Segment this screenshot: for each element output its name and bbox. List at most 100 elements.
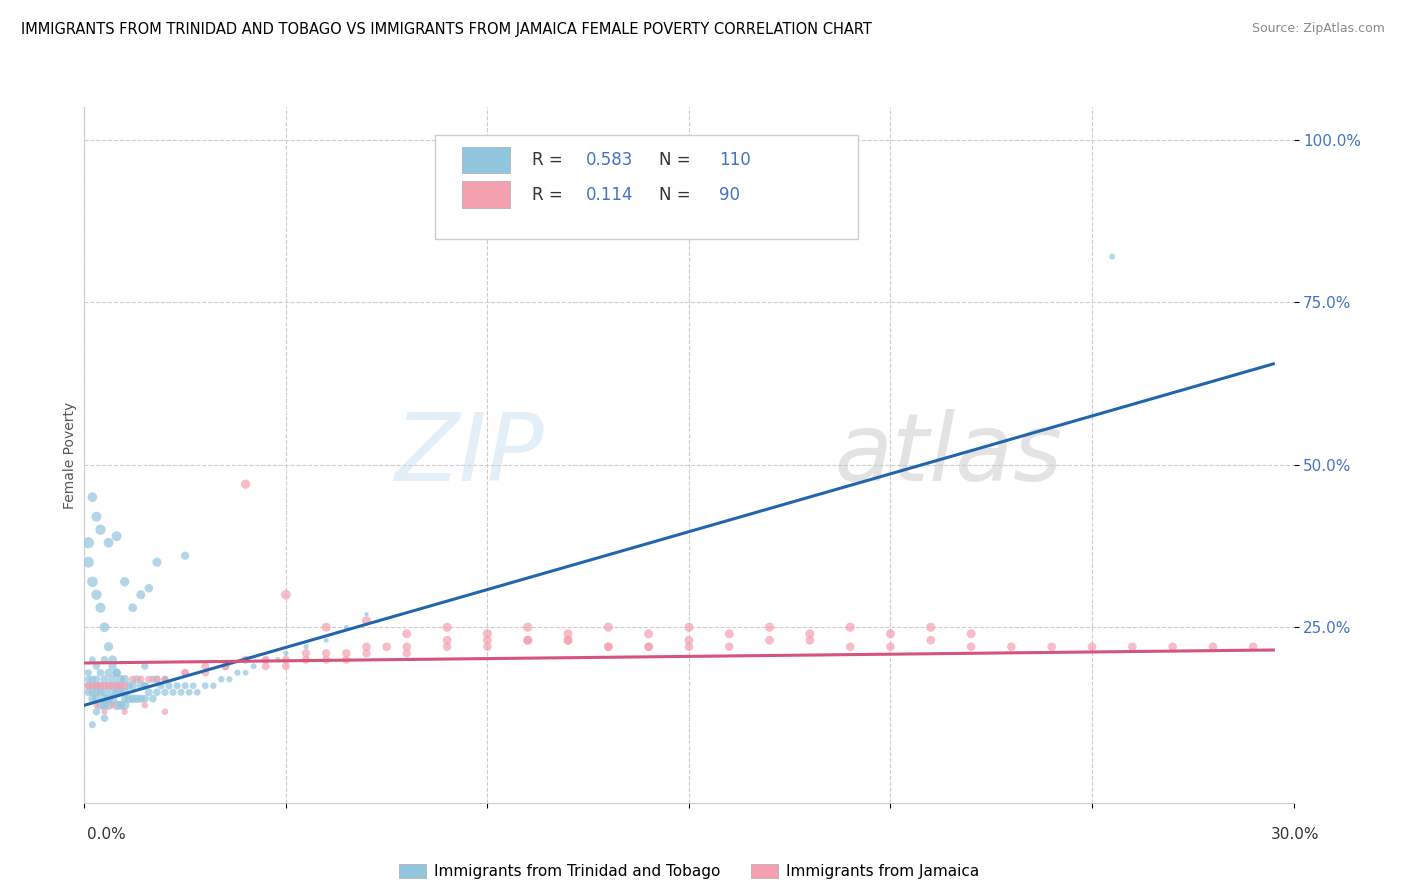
Point bbox=[1241, 640, 1264, 654]
Point bbox=[1121, 640, 1143, 654]
Point bbox=[274, 646, 297, 660]
Point bbox=[174, 679, 197, 693]
Point bbox=[218, 672, 240, 686]
Point bbox=[315, 633, 337, 648]
Point bbox=[436, 633, 458, 648]
Point bbox=[93, 698, 115, 713]
Text: 30.0%: 30.0% bbox=[1271, 827, 1319, 841]
Point bbox=[598, 640, 620, 654]
Point bbox=[77, 679, 100, 693]
Point bbox=[93, 679, 115, 693]
Point bbox=[105, 698, 128, 713]
Point bbox=[718, 626, 741, 640]
Point bbox=[77, 679, 100, 693]
Point bbox=[153, 672, 176, 686]
Point bbox=[86, 705, 108, 719]
Point bbox=[146, 672, 169, 686]
Point bbox=[93, 691, 115, 706]
Point bbox=[101, 659, 124, 673]
FancyBboxPatch shape bbox=[461, 181, 510, 208]
Point bbox=[758, 620, 780, 634]
FancyBboxPatch shape bbox=[461, 146, 510, 173]
Point bbox=[516, 620, 538, 634]
Point bbox=[186, 685, 208, 699]
Point bbox=[110, 679, 132, 693]
Point bbox=[82, 672, 104, 686]
Point bbox=[93, 705, 115, 719]
Point bbox=[129, 691, 152, 706]
Point bbox=[839, 620, 862, 634]
Y-axis label: Female Poverty: Female Poverty bbox=[63, 401, 77, 508]
Point bbox=[920, 620, 942, 634]
Point bbox=[105, 679, 128, 693]
Point bbox=[557, 633, 579, 648]
Point bbox=[254, 653, 277, 667]
Point bbox=[436, 620, 458, 634]
Text: atlas: atlas bbox=[834, 409, 1063, 500]
Point bbox=[82, 685, 104, 699]
Text: ZIP: ZIP bbox=[394, 409, 544, 500]
Point bbox=[477, 633, 499, 648]
Point bbox=[93, 620, 115, 634]
Point bbox=[89, 679, 111, 693]
Point bbox=[89, 698, 111, 713]
Point bbox=[194, 679, 217, 693]
Point bbox=[125, 672, 148, 686]
Point bbox=[758, 633, 780, 648]
Point bbox=[105, 679, 128, 693]
Text: 110: 110 bbox=[720, 151, 751, 169]
Point bbox=[375, 640, 398, 654]
Point bbox=[356, 607, 378, 622]
Text: 90: 90 bbox=[720, 186, 740, 203]
Point bbox=[114, 698, 136, 713]
Point bbox=[125, 691, 148, 706]
Point bbox=[174, 549, 197, 563]
Point bbox=[121, 600, 143, 615]
Text: N =: N = bbox=[658, 151, 696, 169]
Point bbox=[110, 698, 132, 713]
Point bbox=[295, 640, 318, 654]
Point bbox=[77, 665, 100, 680]
Text: 0.583: 0.583 bbox=[586, 151, 634, 169]
Point bbox=[356, 614, 378, 628]
Point bbox=[77, 535, 100, 549]
Point bbox=[557, 633, 579, 648]
Point bbox=[202, 679, 225, 693]
Point bbox=[395, 646, 418, 660]
Point bbox=[1161, 640, 1184, 654]
Point bbox=[89, 665, 111, 680]
Point bbox=[254, 659, 277, 673]
Point bbox=[118, 691, 141, 706]
Point bbox=[105, 529, 128, 543]
Point bbox=[235, 653, 257, 667]
Point bbox=[153, 705, 176, 719]
Point bbox=[101, 672, 124, 686]
Point bbox=[436, 640, 458, 654]
Point bbox=[1040, 640, 1063, 654]
Point bbox=[335, 620, 357, 634]
Point bbox=[920, 633, 942, 648]
Point bbox=[134, 691, 156, 706]
Point bbox=[295, 646, 318, 660]
Point bbox=[166, 679, 188, 693]
Point bbox=[960, 640, 983, 654]
Point bbox=[335, 653, 357, 667]
Point bbox=[86, 659, 108, 673]
Point bbox=[86, 672, 108, 686]
Point bbox=[153, 672, 176, 686]
Point bbox=[235, 665, 257, 680]
Point bbox=[879, 640, 901, 654]
Point bbox=[114, 685, 136, 699]
Text: R =: R = bbox=[531, 186, 568, 203]
Point bbox=[516, 633, 538, 648]
Point bbox=[110, 672, 132, 686]
Point bbox=[149, 679, 172, 693]
Point bbox=[121, 679, 143, 693]
Point bbox=[114, 705, 136, 719]
Text: 0.0%: 0.0% bbox=[87, 827, 127, 841]
Point bbox=[214, 659, 236, 673]
Point bbox=[157, 679, 180, 693]
Point bbox=[97, 698, 120, 713]
Point bbox=[598, 620, 620, 634]
Point bbox=[138, 581, 160, 595]
